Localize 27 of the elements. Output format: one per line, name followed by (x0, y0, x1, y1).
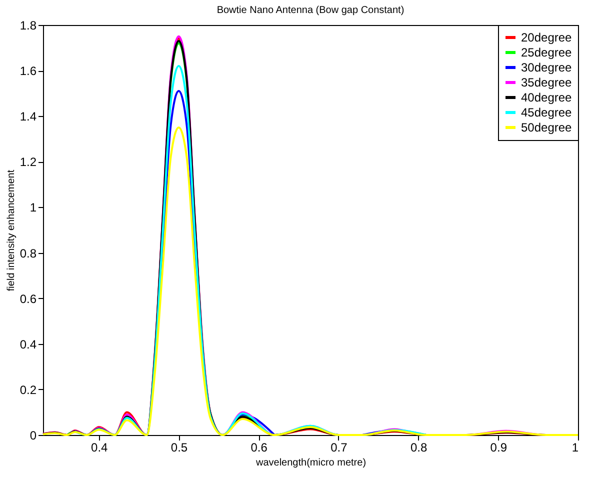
x-tick-label: 0.7 (330, 440, 348, 454)
x-tick-label: 1 (572, 440, 579, 454)
y-axis-title: field intensity enhancement (6, 170, 17, 292)
x-tick-label: 0.9 (490, 440, 508, 454)
y-tick-label: 1.8 (20, 18, 37, 32)
legend-label: 30degree (521, 60, 572, 74)
y-tick-label: 0.2 (20, 382, 37, 397)
y-tick-label: 1 (30, 200, 37, 215)
x-tick-label: 0.6 (250, 440, 268, 454)
y-tick-label: 1.4 (20, 110, 37, 124)
x-tick-label: 0.8 (410, 440, 428, 454)
legend-label: 45degree (521, 106, 572, 120)
y-tick-label: 0 (30, 428, 37, 442)
y-tick-label: 1.6 (20, 64, 37, 78)
legend-label: 20degree (521, 30, 572, 44)
y-tick-label: 1.2 (20, 155, 37, 170)
x-tick-label: 0.5 (170, 440, 188, 454)
x-tick-label: 0.4 (91, 440, 108, 454)
y-tick-label: 0.8 (20, 246, 37, 260)
legend-label: 25degree (521, 46, 572, 60)
x-axis-title: wavelength(micro metre) (254, 458, 366, 468)
legend-label: 40degree (521, 90, 572, 104)
legend-label: 35degree (521, 76, 572, 90)
y-tick-label: 0.6 (20, 292, 37, 306)
y-tick-label: 0.4 (20, 337, 37, 352)
legend-label: 50degree (521, 120, 572, 134)
chart-title: Bowtie Nano Antenna (Bow gap Constant) (216, 5, 404, 16)
